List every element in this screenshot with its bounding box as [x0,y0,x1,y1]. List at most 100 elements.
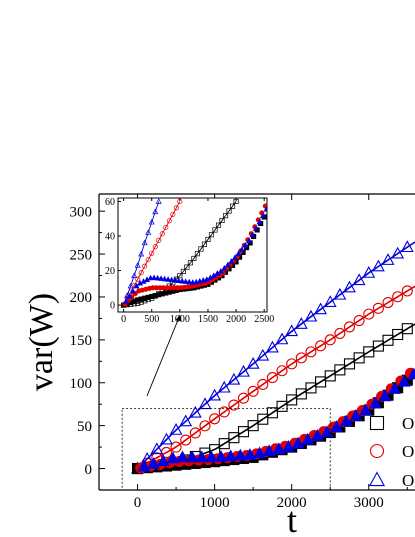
data-point-open-circle [315,340,327,352]
data-point-filled-triangle [249,231,256,238]
legend-marker-open-square [369,415,385,431]
data-point-open-triangle [362,266,376,278]
data-point-open-triangle [381,253,395,265]
data-point-open-square [295,388,307,400]
data-point-open-circle [173,205,179,211]
data-point-open-triangle [285,324,299,337]
data-point-filled-triangle [168,276,175,283]
data-point-open-triangle [275,332,289,345]
data-point-open-triangle [352,273,366,286]
data-point-filled-triangle [397,374,411,387]
data-point-open-triangle [148,218,155,225]
data-point-open-circle [138,270,144,276]
data-point-open-circle [382,296,394,309]
y-tick-label: 0 [85,462,93,478]
data-point-open-circle [142,263,148,269]
data-point-filled-triangle [228,258,235,264]
data-point-open-triangle [138,250,145,257]
data-point-open-circle [247,385,259,397]
legend-label: O [402,414,414,433]
data-point-open-circle [149,250,155,256]
data-point-open-square [286,394,298,406]
x-tick-label: 1000 [200,495,230,511]
data-point-open-square [219,217,225,224]
data-point-open-circle [199,420,211,432]
data-point-open-triangle [256,348,270,361]
data-point-open-circle [152,244,158,250]
data-point-open-circle [257,378,269,391]
x-tick-label: 2000 [226,314,246,325]
series-line-open-triangle [123,201,160,306]
data-point-filled-triangle [243,448,257,460]
data-point-filled-triangle [330,420,344,432]
data-point-open-circle [145,257,151,263]
x-tick-label: 2500 [254,314,274,325]
data-point-filled-triangle [172,277,179,283]
data-point-open-triangle [294,317,308,329]
data-point-open-circle [237,392,250,404]
data-point-filled-triangle [291,436,305,449]
data-point-filled-triangle [272,442,286,454]
data-point-open-square [226,208,232,214]
data-point-open-circle [156,237,162,243]
data-point-filled-triangle [359,403,372,416]
data-point-open-triangle [333,287,347,300]
data-point-open-square [233,198,239,205]
data-point-open-triangle [217,380,231,393]
data-point-open-square [212,227,218,233]
data-point-filled-triangle [339,414,353,427]
x-tick-label: 2000 [277,495,307,511]
data-point-open-square [237,426,250,438]
data-point-open-circle [166,218,172,224]
data-point-open-circle [180,434,192,446]
data-point-open-square [222,213,229,219]
data-point-open-square [187,260,193,266]
y-tick-label: 20 [105,266,115,277]
legend-label: O [402,471,414,490]
y-tick-label: 300 [70,204,93,220]
x-tick-label: 500 [144,314,159,325]
data-point-filled-triangle [224,261,231,268]
data-point-open-square [228,432,240,444]
data-point-filled-triangle [175,277,182,284]
data-point-open-square [194,251,200,257]
y-tick-label: 150 [70,333,93,349]
data-point-filled-triangle [221,264,228,271]
x-axis-label: t [287,500,297,537]
data-point-open-circle [392,291,404,303]
data-point-open-square [180,268,186,274]
data-point-open-triangle [237,364,250,377]
y-tick-label: 250 [70,247,93,263]
data-point-filled-triangle [224,449,238,462]
data-point-open-circle [372,302,384,314]
data-point-filled-triangle [407,367,415,380]
data-point-filled-triangle [253,446,266,459]
data-point-open-triangle [134,262,141,268]
data-point-open-square [401,323,413,335]
data-point-open-circle [170,441,182,453]
y-tick-label: 40 [105,232,115,243]
data-point-open-square [205,236,211,243]
data-point-open-triangle [343,280,356,293]
data-point-open-triangle [265,340,279,353]
data-point-open-triangle [131,272,138,278]
data-point-filled-triangle [165,276,172,282]
data-point-filled-triangle [320,425,334,437]
data-point-open-triangle [150,442,164,455]
legend-marker-open-triangle [368,471,386,487]
data-point-open-circle [276,365,288,377]
data-point-filled-triangle [301,432,315,445]
data-point-open-triangle [400,240,414,253]
data-point-filled-triangle [262,444,276,457]
x-tick-label: 0 [121,314,126,325]
data-point-filled-triangle [260,212,267,218]
data-point-open-square [208,232,215,238]
data-point-filled-triangle [349,409,363,421]
data-point-open-circle [343,321,356,333]
x-tick-label: 0 [134,495,142,511]
data-point-filled-triangle [310,429,324,441]
y-tick-label: 50 [77,419,92,435]
data-point-open-square [191,255,197,262]
y-tick-label: 60 [105,197,115,208]
